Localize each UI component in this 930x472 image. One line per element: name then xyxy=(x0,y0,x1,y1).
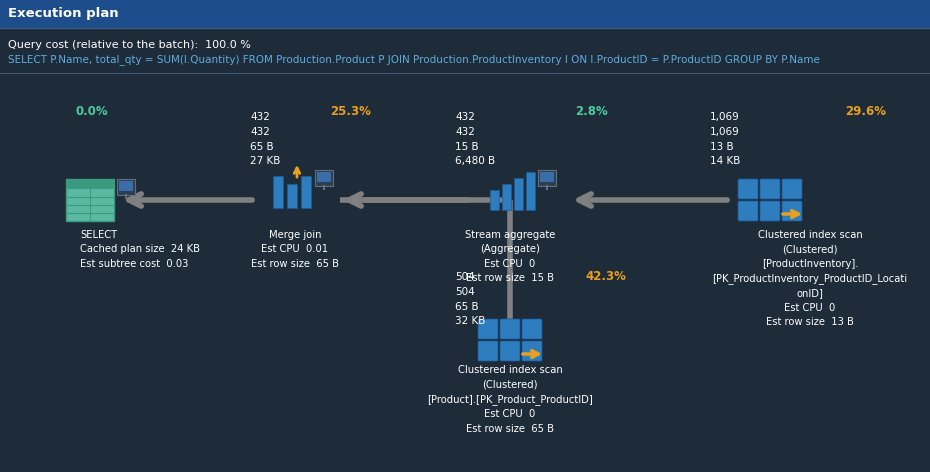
Bar xyxy=(0,0,930,28)
FancyBboxPatch shape xyxy=(500,341,520,361)
Text: Merge join
Est CPU  0.01
Est row size  65 B: Merge join Est CPU 0.01 Est row size 65 … xyxy=(251,230,339,269)
Text: 432
432
15 B
6,480 B: 432 432 15 B 6,480 B xyxy=(455,112,495,167)
Text: 1,069
1,069
13 B
14 KB: 1,069 1,069 13 B 14 KB xyxy=(710,112,740,167)
FancyBboxPatch shape xyxy=(738,201,758,221)
Text: Clustered index scan
(Clustered)
[Product].[PK_Product_ProductID]
Est CPU  0
Est: Clustered index scan (Clustered) [Produc… xyxy=(427,365,592,433)
FancyBboxPatch shape xyxy=(782,179,802,199)
Bar xyxy=(301,176,311,208)
Bar xyxy=(490,190,499,210)
Text: 504
504
65 B
32 KB: 504 504 65 B 32 KB xyxy=(455,272,485,327)
Text: 42.3%: 42.3% xyxy=(585,270,626,283)
Bar xyxy=(514,178,523,210)
FancyBboxPatch shape xyxy=(738,179,758,199)
FancyBboxPatch shape xyxy=(760,201,780,221)
Bar xyxy=(117,179,135,195)
Bar xyxy=(526,172,535,210)
FancyBboxPatch shape xyxy=(760,179,780,199)
Text: 25.3%: 25.3% xyxy=(330,105,371,118)
Text: Stream aggregate
(Aggregate)
Est CPU  0
Est row size  15 B: Stream aggregate (Aggregate) Est CPU 0 E… xyxy=(465,230,555,283)
Text: Execution plan: Execution plan xyxy=(8,8,119,20)
Bar xyxy=(287,184,297,208)
Text: 0.0%: 0.0% xyxy=(75,105,108,118)
Text: 432
432
65 B
27 KB: 432 432 65 B 27 KB xyxy=(250,112,280,167)
Text: 2.8%: 2.8% xyxy=(575,105,607,118)
FancyBboxPatch shape xyxy=(478,341,498,361)
FancyBboxPatch shape xyxy=(500,319,520,339)
Bar xyxy=(502,184,511,210)
Bar xyxy=(119,181,133,191)
Bar xyxy=(540,172,554,182)
Bar xyxy=(66,179,114,221)
FancyBboxPatch shape xyxy=(782,201,802,221)
Bar xyxy=(315,170,333,186)
Text: SELECT P.Name, total_qty = SUM(I.Quantity) FROM Production.Product P JOIN Produc: SELECT P.Name, total_qty = SUM(I.Quantit… xyxy=(8,54,820,65)
Bar xyxy=(317,172,331,182)
Bar xyxy=(66,179,114,189)
Text: Clustered index scan
(Clustered)
[ProductInventory].
[PK_ProductInventory_Produc: Clustered index scan (Clustered) [Produc… xyxy=(712,230,908,327)
Bar xyxy=(273,176,283,208)
FancyBboxPatch shape xyxy=(522,319,542,339)
Text: Query cost (relative to the batch):  100.0 %: Query cost (relative to the batch): 100.… xyxy=(8,40,251,50)
FancyBboxPatch shape xyxy=(522,341,542,361)
Text: SELECT
Cached plan size  24 KB
Est subtree cost  0.03: SELECT Cached plan size 24 KB Est subtre… xyxy=(80,230,200,269)
Bar xyxy=(538,170,556,186)
FancyBboxPatch shape xyxy=(478,319,498,339)
Text: 29.6%: 29.6% xyxy=(845,105,886,118)
